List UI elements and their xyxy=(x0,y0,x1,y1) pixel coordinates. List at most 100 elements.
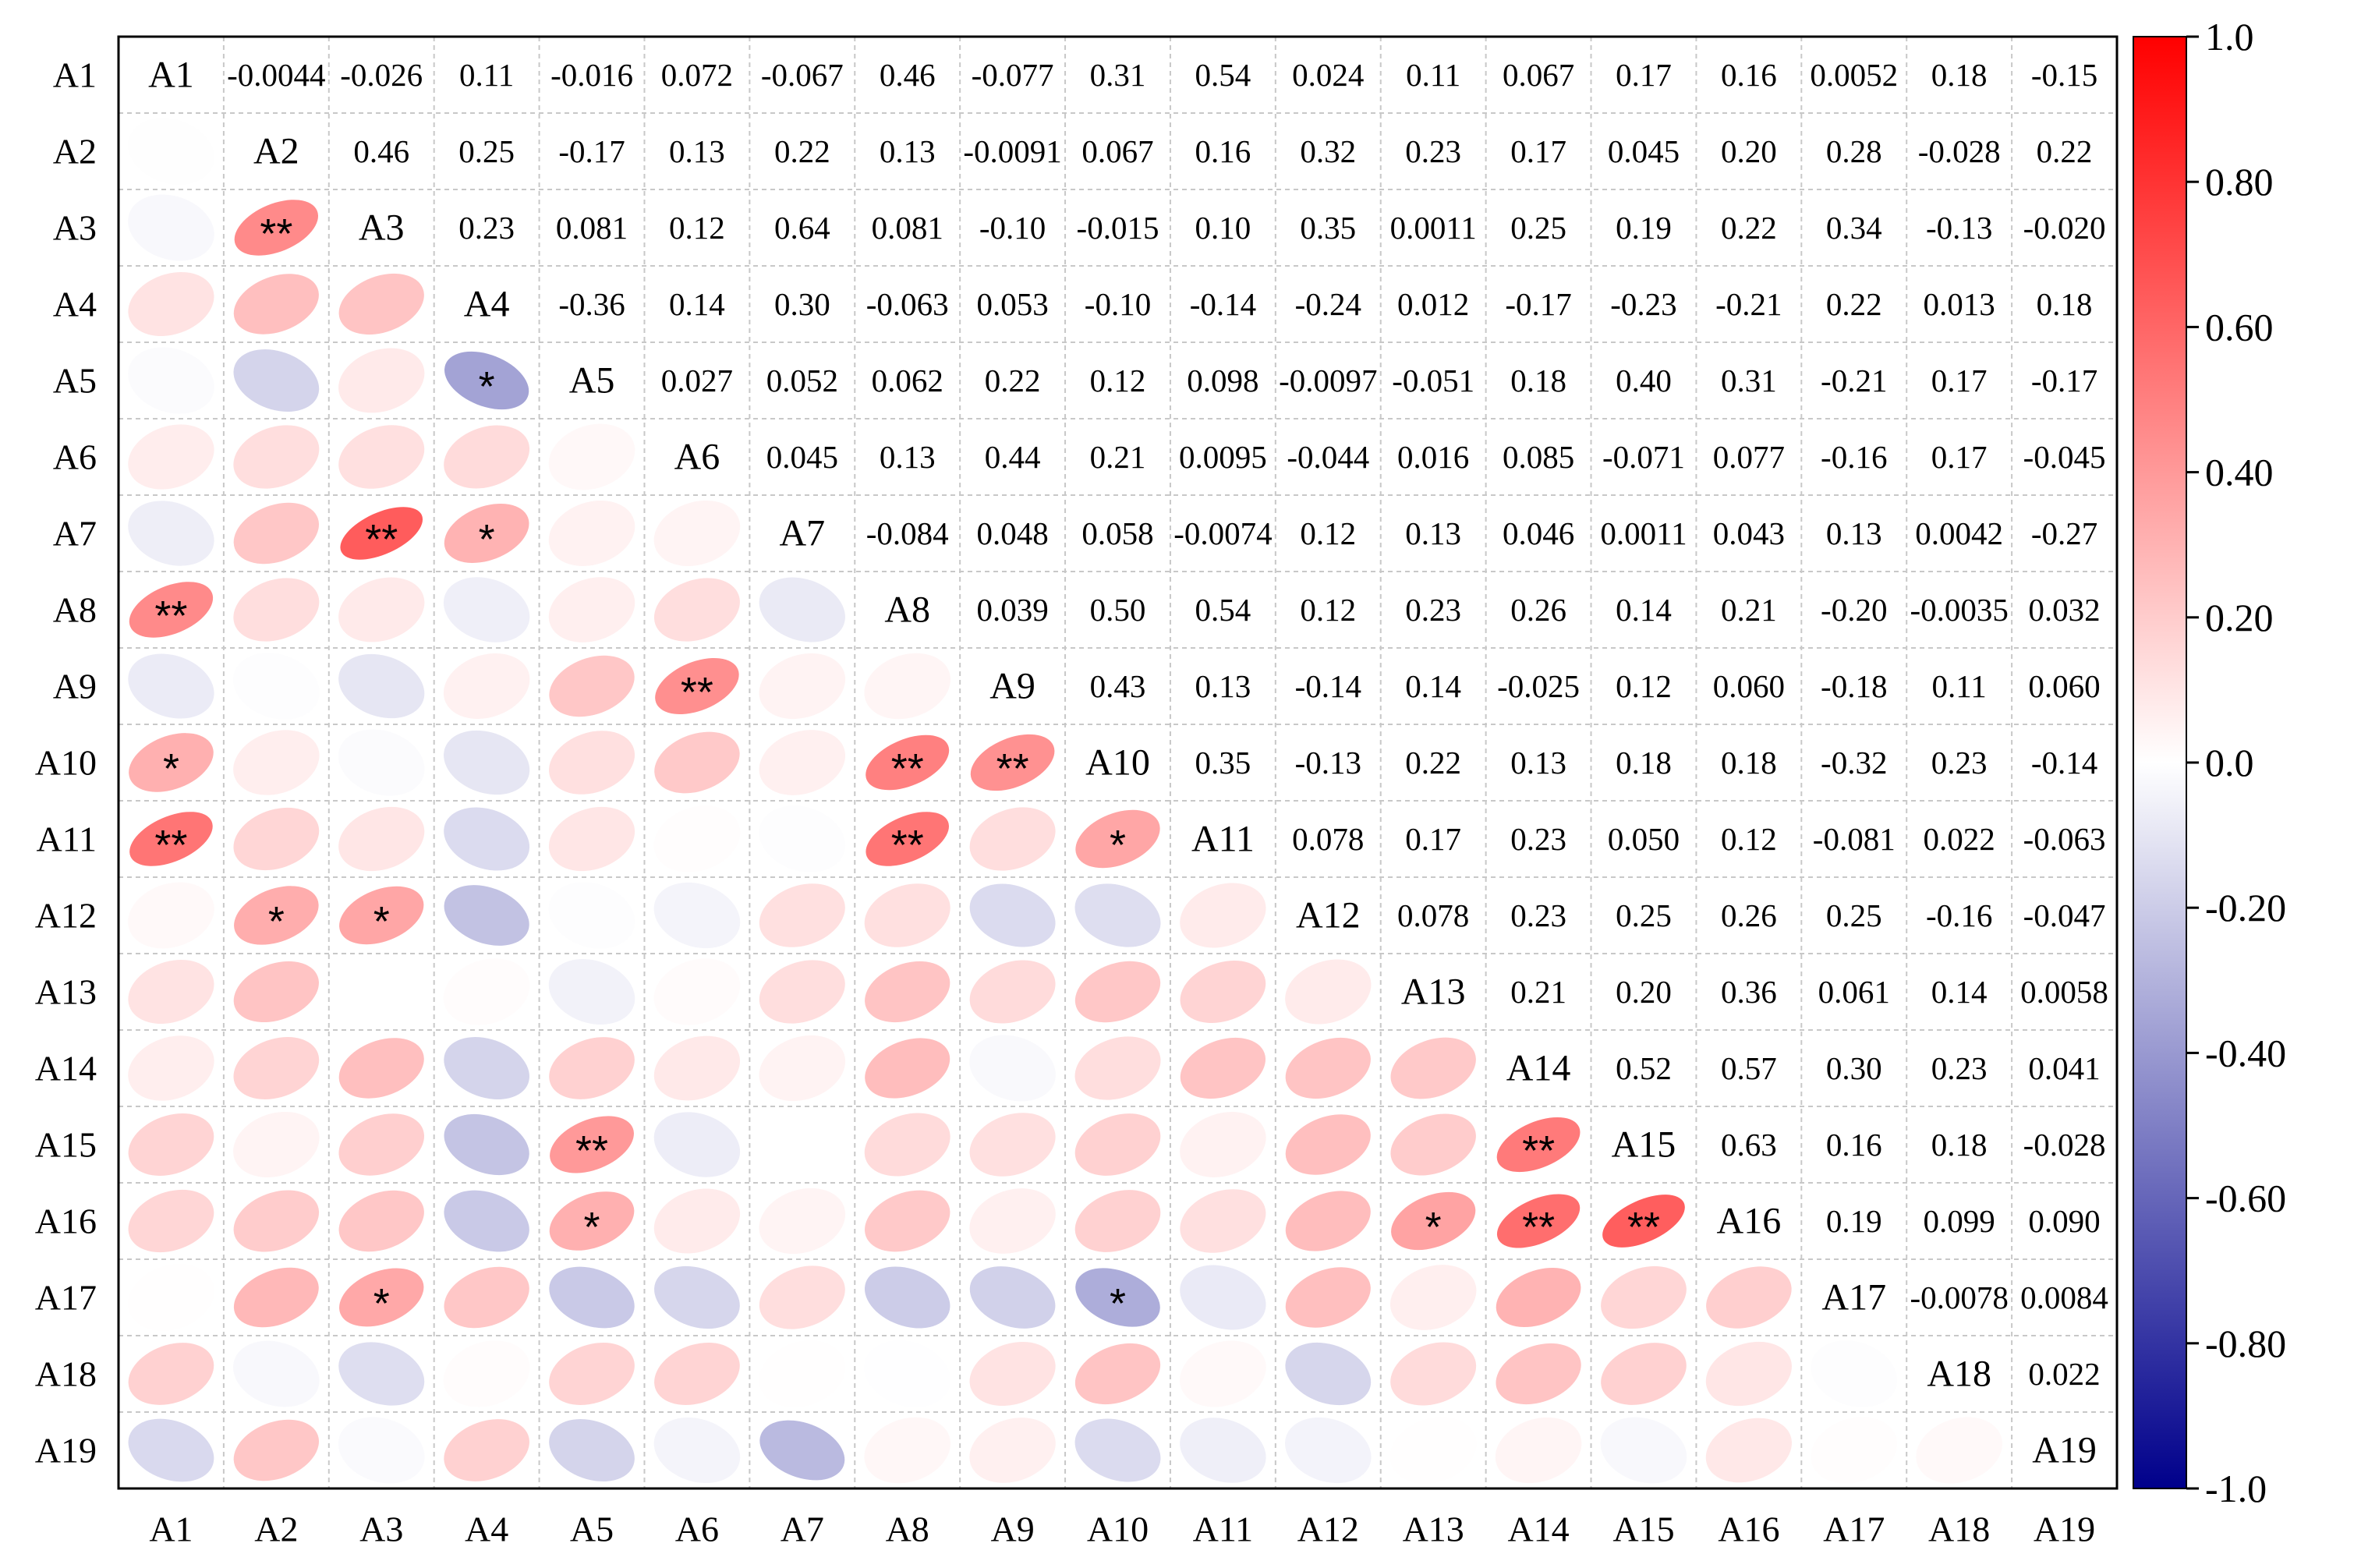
correlation-value: 0.16 xyxy=(1826,1127,1882,1163)
correlation-value: 0.045 xyxy=(1608,133,1680,169)
correlation-value: 0.35 xyxy=(1300,210,1356,246)
correlation-value: -0.0078 xyxy=(1910,1280,2008,1315)
x-tick-label: A19 xyxy=(2034,1510,2095,1549)
correlation-ellipse xyxy=(653,958,741,1025)
correlation-value: 0.048 xyxy=(976,515,1048,551)
correlation-ellipse xyxy=(338,653,425,719)
correlation-value: 0.098 xyxy=(1187,363,1258,398)
correlation-value: 0.31 xyxy=(1721,363,1777,398)
correlation-ellipse xyxy=(759,960,845,1024)
y-tick-label: A19 xyxy=(35,1431,97,1471)
correlation-value: 0.17 xyxy=(1931,439,1988,475)
grid-lines xyxy=(119,37,2117,1488)
correlation-value: -0.063 xyxy=(2023,821,2106,857)
correlation-ellipse xyxy=(759,883,845,947)
y-tick-label: A18 xyxy=(35,1354,97,1394)
correlation-value: 0.18 xyxy=(1931,57,1988,93)
correlation-ellipse xyxy=(1601,1343,1687,1405)
correlation-value: 0.18 xyxy=(1721,745,1777,780)
correlation-value: 0.63 xyxy=(1721,1127,1777,1163)
correlation-ellipse xyxy=(338,348,425,413)
correlation-ellipse xyxy=(969,1113,1056,1177)
correlation-ellipse xyxy=(338,729,425,796)
correlation-ellipse xyxy=(969,1188,1056,1254)
correlation-ellipse xyxy=(234,886,319,945)
x-tick-label: A11 xyxy=(1193,1510,1254,1549)
y-tick-label: A15 xyxy=(35,1125,97,1165)
correlation-value: 0.050 xyxy=(1608,821,1680,857)
correlation-ellipse xyxy=(653,1417,741,1484)
correlation-ellipse xyxy=(233,730,320,795)
correlation-value: -0.067 xyxy=(761,57,844,93)
correlation-ellipse xyxy=(1390,1037,1476,1099)
correlation-value: 0.081 xyxy=(872,210,943,246)
correlation-value: -0.077 xyxy=(972,57,1054,93)
plot-frame xyxy=(117,35,2119,1490)
correlation-ellipse xyxy=(128,653,214,719)
correlation-ellipse xyxy=(1074,1418,1161,1482)
correlation-ellipse xyxy=(1285,1114,1371,1175)
correlation-value: 0.16 xyxy=(1721,57,1777,93)
correlation-value: 0.062 xyxy=(872,363,943,398)
correlation-ellipse xyxy=(1180,1037,1266,1099)
diagonal-label: A10 xyxy=(1085,742,1150,784)
correlation-value: 0.12 xyxy=(669,210,725,246)
correlation-ellipse xyxy=(1389,1265,1477,1330)
correlation-ellipse xyxy=(444,351,529,410)
diagonal-label: A7 xyxy=(779,513,825,554)
diagonal-label: A2 xyxy=(253,131,299,172)
correlation-ellipse xyxy=(232,653,320,720)
correlation-value: 0.30 xyxy=(1826,1050,1882,1086)
correlation-ellipse xyxy=(1811,1340,1898,1407)
correlation-ellipse xyxy=(1285,1037,1371,1099)
correlation-ellipse xyxy=(128,347,214,414)
correlation-ellipse xyxy=(864,1113,950,1177)
correlation-ellipse xyxy=(1285,1342,1372,1406)
correlation-ellipse xyxy=(338,1038,424,1099)
significance-marker: ** xyxy=(891,745,924,792)
correlation-ellipse xyxy=(444,1037,529,1099)
diagonal-label: A18 xyxy=(1927,1354,1991,1395)
correlation-value: 0.40 xyxy=(1616,363,1672,398)
y-tick-label: A7 xyxy=(53,514,97,554)
correlation-value: 0.13 xyxy=(1405,515,1461,551)
correlation-value: -0.084 xyxy=(866,515,949,551)
correlation-value: 0.57 xyxy=(1721,1050,1777,1086)
correlation-ellipse xyxy=(233,502,320,565)
correlation-ellipse xyxy=(443,1340,530,1407)
correlation-ellipse xyxy=(1180,961,1266,1023)
correlation-value: 0.20 xyxy=(1721,133,1777,169)
correlation-ellipse xyxy=(759,1340,846,1407)
diagonal-label: A4 xyxy=(464,284,510,325)
correlation-value: 0.21 xyxy=(1721,592,1777,628)
diagonal-label: A9 xyxy=(989,666,1035,707)
correlation-value: 0.10 xyxy=(1195,210,1251,246)
correlation-value: 0.058 xyxy=(1081,515,1153,551)
correlation-value: 0.17 xyxy=(1931,363,1988,398)
correlation-value: 0.12 xyxy=(1616,668,1672,704)
correlation-ellipse xyxy=(549,731,635,795)
correlation-value: -0.016 xyxy=(550,57,633,93)
correlation-value: 0.043 xyxy=(1713,515,1785,551)
correlation-value: -0.026 xyxy=(340,57,423,93)
correlation-ellipse xyxy=(865,734,950,791)
correlation-ellipse xyxy=(338,806,425,872)
colorbar-tick-label: 0.60 xyxy=(2205,305,2274,349)
colorbar-ticks: 1.0 0.80 0.60 0.40 0.20 0.0 -0.20 -0.40 -0.60 -0.… xyxy=(2186,15,2286,1510)
correlation-ellipse xyxy=(444,503,529,563)
correlation-value: 0.067 xyxy=(1503,57,1574,93)
correlation-ellipse xyxy=(1180,1112,1266,1177)
correlation-value: 0.11 xyxy=(1406,57,1460,93)
correlation-value: 0.23 xyxy=(1510,821,1566,857)
correlation-ellipse xyxy=(864,883,950,947)
correlation-value: 0.23 xyxy=(1405,133,1461,169)
correlation-ellipse xyxy=(338,273,424,335)
correlation-value: 0.041 xyxy=(2028,1050,2100,1086)
correlation-ellipse xyxy=(759,1035,846,1102)
diagonal-label: A13 xyxy=(1401,972,1466,1013)
significance-marker: ** xyxy=(154,822,187,869)
correlation-ellipse xyxy=(969,883,1056,947)
correlation-ellipse xyxy=(128,1418,214,1482)
correlation-value: -0.14 xyxy=(1190,286,1256,322)
y-tick-label: A1 xyxy=(53,55,97,95)
